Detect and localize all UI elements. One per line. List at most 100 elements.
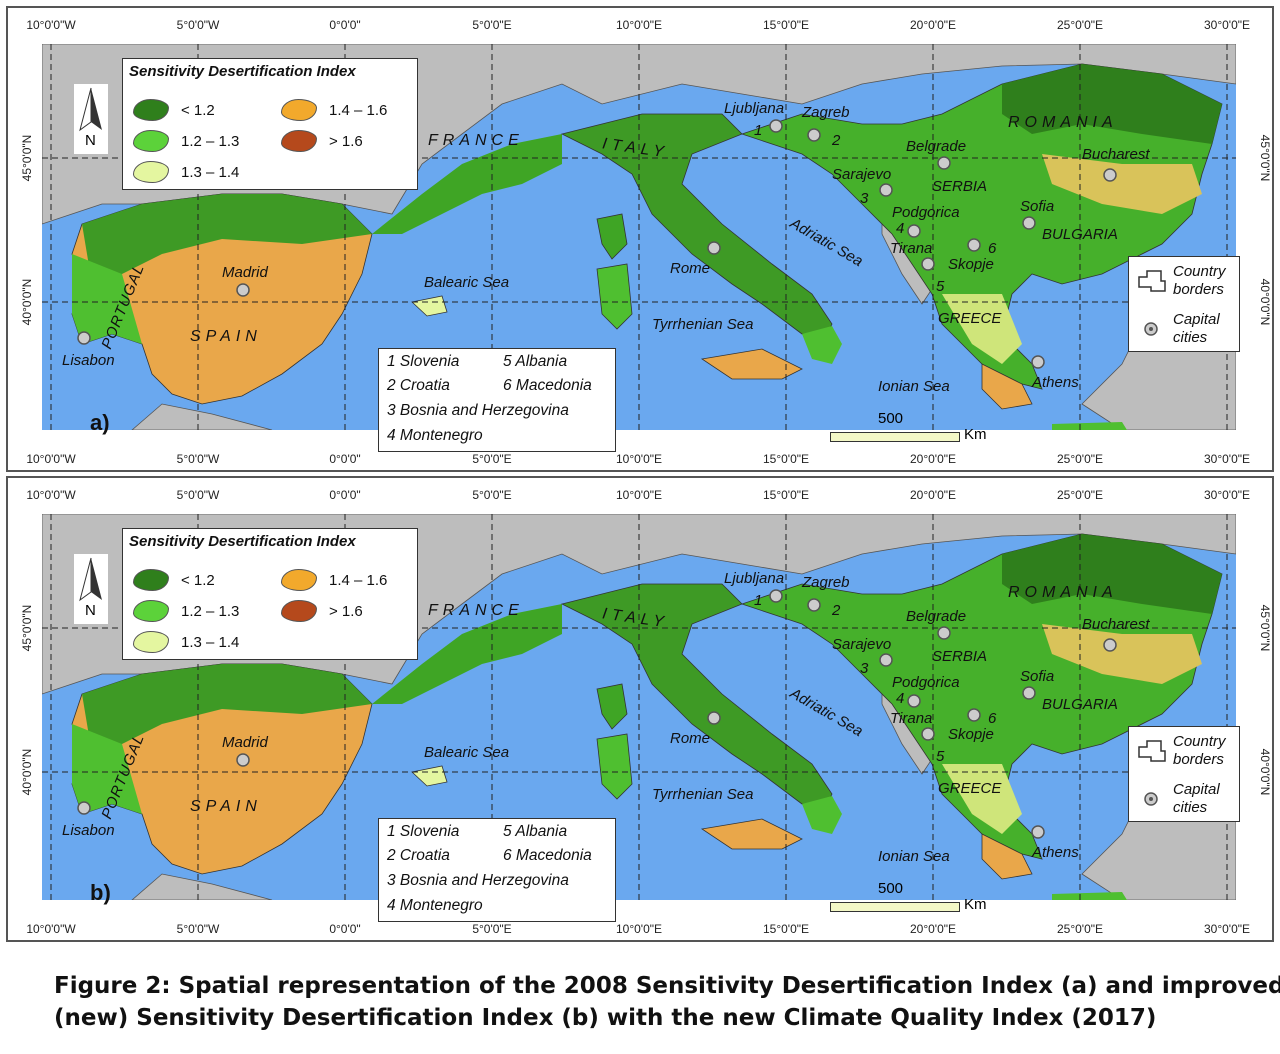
label-number-5: 5 <box>936 278 945 295</box>
legend-swatch <box>281 99 317 121</box>
legend-item: < 1.2 <box>133 569 215 591</box>
y-tick-left-45: 45°0'0"N <box>20 604 34 652</box>
label-balearic-sea: Balearic Sea <box>424 744 510 761</box>
y-tick-left-40: 40°0'0"N <box>20 748 34 796</box>
carpathians <box>1002 64 1222 144</box>
label-romania: ROMANIA <box>1008 584 1118 601</box>
crete <box>1052 892 1127 900</box>
x-tick-label-bottom: 10°0'0"E <box>615 452 663 466</box>
label-sarajevo: Sarajevo <box>832 636 892 653</box>
x-tick-label-top: 30°0'0"E <box>1203 18 1251 32</box>
label-belgrade: Belgrade <box>906 608 967 625</box>
x-tick-label-top: 10°0'0"W <box>26 488 76 502</box>
y-tick-right-45: 45°0'0"N <box>1258 134 1272 182</box>
label-bucharest: Bucharest <box>1082 616 1150 633</box>
key-capitals-line2: cities <box>1173 329 1208 346</box>
label-belgrade: Belgrade <box>906 138 967 155</box>
outside-land-africa <box>131 403 273 430</box>
caption-line-1: Figure 2: Spatial representation of the … <box>54 973 1280 999</box>
capital-skopje <box>967 708 981 722</box>
capital-ljubljana <box>769 589 783 603</box>
greece-north <box>942 764 1022 834</box>
x-tick-label-bottom: 5°0'0"W <box>176 452 220 466</box>
key-capitals-line1: Capital <box>1173 781 1220 798</box>
label-number-5: 5 <box>936 748 945 765</box>
country-border-icon <box>1138 270 1166 292</box>
panel-letter: a) <box>90 410 110 435</box>
country-key-item: 2 Croatia <box>387 847 450 864</box>
capital-ljubljana <box>769 119 783 133</box>
x-tick-label-bottom: 15°0'0"E <box>762 922 810 936</box>
calabria <box>802 326 842 364</box>
capital-zagreb <box>807 128 821 142</box>
y-tick-right-45: 45°0'0"N <box>1258 604 1272 652</box>
x-tick-label-top: 5°0'0"W <box>176 488 220 502</box>
scale-unit: Km <box>964 426 987 443</box>
label-ionian-sea: Ionian Sea <box>878 848 950 865</box>
north-arrow-icon <box>79 87 102 132</box>
balearic-islands <box>411 765 448 787</box>
carpathians <box>1002 534 1222 614</box>
x-tick-label-bottom: 15°0'0"E <box>762 452 810 466</box>
label-skopje: Skopje <box>948 256 994 273</box>
label-number-4: 4 <box>896 690 905 707</box>
legend-swatch <box>133 569 169 591</box>
label-france: FRANCE <box>428 602 524 619</box>
capital-belgrade <box>937 156 951 170</box>
capital-skopje <box>967 238 981 252</box>
y-tick-right-40: 40°0'0"N <box>1258 278 1272 326</box>
key-capitals-text: Capital cities <box>1173 311 1220 347</box>
x-tick-label-top: 25°0'0"E <box>1056 488 1104 502</box>
label-number-3: 3 <box>860 190 869 207</box>
legend-item: 1.2 – 1.3 <box>133 130 239 152</box>
capital-city-icon <box>1144 792 1158 806</box>
peloponnese <box>981 833 1033 880</box>
legend-item: 1.2 – 1.3 <box>133 600 239 622</box>
country-key-item: 6 Macedonia <box>503 377 592 394</box>
label-rome: Rome <box>670 260 711 277</box>
x-tick-label-bottom: 0°0'0" <box>329 452 361 466</box>
label-zagreb: Zagreb <box>802 574 850 591</box>
romania-plain <box>1042 154 1202 214</box>
scale-value: 500 <box>878 880 904 897</box>
map-panel-a: 10°0'0"W 5°0'0"W 0°0'0" 5°0'0"E 10°0'0"E 15°0… <box>6 6 1274 472</box>
x-tick-label-bottom: 0°0'0" <box>329 922 361 936</box>
peloponnese <box>981 363 1033 410</box>
label-bulgaria: BULGARIA <box>1042 226 1118 243</box>
label-lisabon: Lisabon <box>62 822 115 839</box>
romania-plain <box>1042 624 1202 684</box>
balkans-land <box>740 63 1223 390</box>
legend-label: < 1.2 <box>181 101 215 119</box>
calabria <box>802 796 842 834</box>
label-athens: Athens <box>1032 844 1079 861</box>
label-balearic-sea: Balearic Sea <box>424 274 510 291</box>
legend-swatch <box>281 130 317 152</box>
north-arrow: N <box>74 554 108 624</box>
label-greece: GREECE <box>938 780 1002 797</box>
iberia-north-green <box>82 664 372 754</box>
label-number-2: 2 <box>832 602 841 619</box>
capital-athens <box>1031 355 1045 369</box>
country-key-item: 4 Montenegro <box>387 427 483 444</box>
x-tick-label-top: 25°0'0"E <box>1056 18 1104 32</box>
key-capitals-line2: cities <box>1173 799 1208 816</box>
scale-bar <box>830 902 960 912</box>
legend-item: > 1.6 <box>281 130 363 152</box>
x-tick-label-bottom: 10°0'0"W <box>26 452 76 466</box>
label-serbia: SERBIA <box>932 648 988 665</box>
legend-swatch <box>133 631 169 653</box>
x-tick-label-bottom: 10°0'0"E <box>615 922 663 936</box>
capital-podgorica <box>907 224 921 238</box>
key-borders-line2: borders <box>1173 751 1224 768</box>
capital-athens <box>1031 825 1045 839</box>
legend-label: > 1.6 <box>329 602 363 620</box>
label-romania: ROMANIA <box>1008 114 1118 131</box>
sicily <box>700 818 803 850</box>
x-tick-label-bottom: 30°0'0"E <box>1203 922 1251 936</box>
legend-swatch <box>281 569 317 591</box>
x-tick-label-top: 5°0'0"E <box>472 18 512 32</box>
label-spain: SPAIN <box>190 798 262 815</box>
label-madrid: Madrid <box>222 734 268 751</box>
label-ljubljana: Ljubljana <box>724 570 785 587</box>
legend-item: > 1.6 <box>281 600 363 622</box>
